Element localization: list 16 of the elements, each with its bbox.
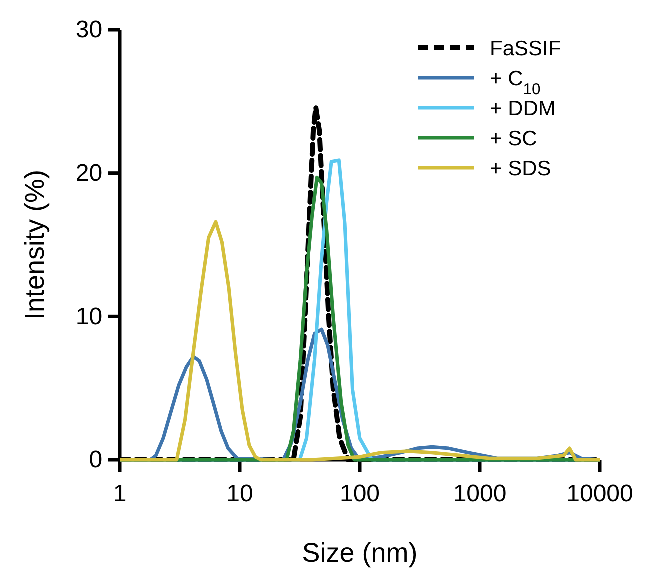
x-tick-label: 1: [113, 480, 127, 508]
y-tick-label: 20: [76, 160, 103, 188]
y-tick-label: 30: [76, 16, 103, 44]
legend-label: FaSSIF: [490, 37, 562, 60]
y-tick-label: 0: [89, 446, 103, 474]
x-tick-label: 10000: [566, 480, 634, 508]
legend-label: + SDS: [490, 157, 552, 180]
y-axis-title: Intensity (%): [20, 170, 50, 320]
y-tick-label: 10: [76, 303, 103, 330]
x-tick-label: 100: [340, 480, 380, 508]
legend-label: + SC: [490, 127, 538, 150]
x-tick-label: 10: [226, 480, 254, 508]
x-axis-title: Size (nm): [302, 538, 418, 568]
legend-label: + DDM: [490, 97, 556, 120]
legend-label: + C$_{10}$: [490, 67, 542, 98]
x-tick-label: 1000: [453, 480, 507, 508]
